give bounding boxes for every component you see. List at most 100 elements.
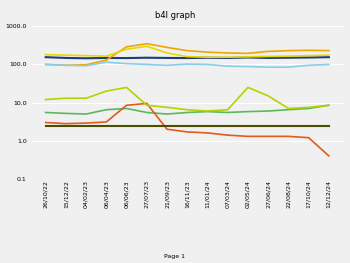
Creat	[205, 63, 210, 66]
ALT	[165, 106, 169, 109]
Plts	[266, 55, 270, 58]
Hb	[145, 56, 149, 59]
ALT	[327, 104, 331, 107]
Neut	[205, 110, 210, 113]
Plts	[64, 54, 68, 57]
Plts	[226, 55, 230, 59]
ALT	[185, 108, 189, 111]
Creat	[43, 63, 48, 66]
Wbc	[286, 49, 290, 52]
Wbc	[145, 42, 149, 45]
ALT	[307, 106, 311, 109]
Lympho	[205, 131, 210, 134]
Plts	[185, 55, 189, 58]
Plts	[84, 54, 88, 57]
Plts	[125, 48, 129, 51]
Lympho	[165, 128, 169, 131]
Wbc	[125, 45, 129, 48]
ALT	[43, 98, 48, 101]
Wbc	[43, 63, 48, 66]
ALT	[246, 86, 250, 89]
Lympho	[246, 135, 250, 138]
Lympho	[327, 154, 331, 158]
Wbc	[246, 52, 250, 55]
Hb	[104, 56, 108, 59]
Wbc	[64, 64, 68, 67]
Plts	[165, 51, 169, 54]
Neut	[84, 113, 88, 116]
Calcium	[165, 125, 169, 128]
Calcium	[327, 125, 331, 128]
Wbc	[307, 49, 311, 52]
ALT	[84, 97, 88, 100]
Wbc	[327, 49, 331, 52]
Creat	[104, 60, 108, 64]
Plts	[43, 53, 48, 56]
Hb	[84, 57, 88, 60]
Neut	[307, 107, 311, 110]
Wbc	[226, 51, 230, 54]
ALT	[205, 109, 210, 113]
Lympho	[125, 104, 129, 107]
Lympho	[266, 135, 270, 138]
Hb	[64, 56, 68, 59]
Plts	[307, 54, 311, 57]
Creat	[165, 64, 169, 67]
Neut	[185, 111, 189, 114]
Wbc	[266, 50, 270, 53]
ALT	[286, 107, 290, 110]
Hb	[226, 56, 230, 59]
Lympho	[43, 121, 48, 124]
Calcium	[286, 125, 290, 128]
Calcium	[185, 125, 189, 128]
Plts	[286, 54, 290, 58]
Plts	[327, 54, 331, 57]
Plts	[205, 55, 210, 59]
Hb	[185, 57, 189, 60]
Calcium	[64, 125, 68, 128]
Calcium	[43, 125, 48, 128]
Neut	[246, 110, 250, 113]
ALT	[64, 97, 68, 100]
Hb	[266, 56, 270, 59]
Line: Lympho: Lympho	[46, 103, 329, 156]
Lympho	[64, 122, 68, 125]
Neut	[286, 108, 290, 111]
Creat	[64, 64, 68, 67]
Creat	[84, 64, 88, 67]
Neut	[43, 111, 48, 114]
Hb	[246, 56, 250, 59]
Calcium	[266, 125, 270, 128]
ALT	[104, 89, 108, 93]
Neut	[145, 111, 149, 114]
Calcium	[226, 125, 230, 128]
Lympho	[185, 130, 189, 134]
Creat	[246, 65, 250, 68]
Neut	[125, 107, 129, 110]
Creat	[307, 64, 311, 67]
Wbc	[165, 46, 169, 49]
Line: Hb: Hb	[46, 57, 329, 58]
Calcium	[205, 125, 210, 128]
Plts	[104, 54, 108, 58]
Neut	[226, 111, 230, 114]
Hb	[205, 56, 210, 59]
Wbc	[205, 50, 210, 54]
Hb	[125, 57, 129, 60]
Text: b4l graph: b4l graph	[155, 11, 195, 19]
Line: Plts: Plts	[46, 46, 329, 57]
Calcium	[145, 125, 149, 128]
Lympho	[104, 120, 108, 124]
Creat	[226, 65, 230, 68]
Creat	[286, 65, 290, 69]
Plts	[246, 55, 250, 58]
Hb	[327, 55, 331, 59]
Lympho	[84, 122, 88, 125]
Neut	[165, 113, 169, 116]
Lympho	[226, 134, 230, 137]
Plts	[145, 45, 149, 48]
Neut	[64, 112, 68, 115]
Neut	[266, 109, 270, 113]
Calcium	[104, 125, 108, 128]
Hb	[43, 55, 48, 59]
